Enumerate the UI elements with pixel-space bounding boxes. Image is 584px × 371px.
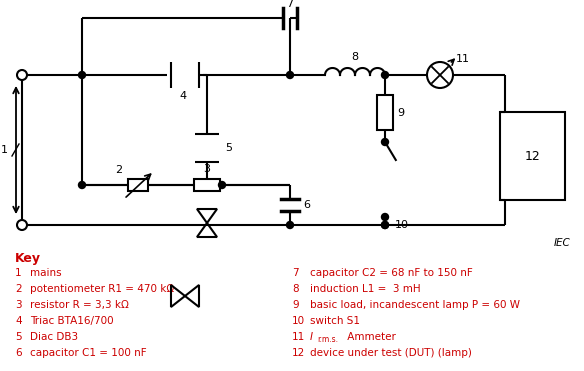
Text: 6: 6 [15, 348, 22, 358]
Text: induction L1 =  3 mH: induction L1 = 3 mH [310, 284, 420, 294]
Text: 12: 12 [524, 150, 540, 162]
FancyBboxPatch shape [377, 95, 393, 130]
Circle shape [381, 221, 388, 229]
Text: capacitor C1 = 100 nF: capacitor C1 = 100 nF [30, 348, 147, 358]
FancyBboxPatch shape [128, 179, 148, 191]
FancyBboxPatch shape [194, 179, 220, 191]
Circle shape [381, 221, 388, 229]
Circle shape [218, 181, 225, 188]
Text: 10: 10 [292, 316, 305, 326]
Text: 9: 9 [397, 108, 404, 118]
Text: Triac BTA16/700: Triac BTA16/700 [30, 316, 114, 326]
Text: 7: 7 [286, 0, 294, 9]
Text: 4: 4 [15, 316, 22, 326]
Circle shape [381, 213, 388, 220]
Text: 8: 8 [352, 52, 359, 62]
Text: potentiometer R1 = 470 kΩ: potentiometer R1 = 470 kΩ [30, 284, 174, 294]
Text: 5: 5 [225, 143, 232, 153]
Text: Key: Key [15, 252, 41, 265]
Text: 6: 6 [303, 200, 310, 210]
Text: Ammeter: Ammeter [344, 332, 396, 342]
Text: r.m.s.: r.m.s. [317, 335, 338, 344]
Text: switch S1: switch S1 [310, 316, 360, 326]
Text: 7: 7 [292, 268, 298, 278]
Text: 2: 2 [115, 165, 122, 175]
Text: device under test (DUT) (lamp): device under test (DUT) (lamp) [310, 348, 472, 358]
Text: 11: 11 [292, 332, 305, 342]
Circle shape [287, 72, 294, 79]
Text: I: I [310, 332, 313, 342]
Text: 3: 3 [15, 300, 22, 310]
Text: 3: 3 [203, 164, 210, 174]
FancyBboxPatch shape [500, 112, 565, 200]
Text: 12: 12 [292, 348, 305, 358]
Circle shape [17, 70, 27, 80]
Text: 8: 8 [292, 284, 298, 294]
Text: 2: 2 [15, 284, 22, 294]
Circle shape [17, 220, 27, 230]
Text: 1: 1 [15, 268, 22, 278]
Text: Diac DB3: Diac DB3 [30, 332, 78, 342]
Text: capacitor C2 = 68 nF to 150 nF: capacitor C2 = 68 nF to 150 nF [310, 268, 473, 278]
Circle shape [381, 138, 388, 145]
Text: resistor R = 3,3 kΩ: resistor R = 3,3 kΩ [30, 300, 129, 310]
Text: basic load, incandescent lamp P = 60 W: basic load, incandescent lamp P = 60 W [310, 300, 520, 310]
Text: 5: 5 [15, 332, 22, 342]
Circle shape [78, 181, 85, 188]
Text: 4: 4 [179, 91, 186, 101]
Text: IEC: IEC [553, 238, 570, 248]
Text: 9: 9 [292, 300, 298, 310]
Circle shape [381, 72, 388, 79]
Text: 10: 10 [395, 220, 409, 230]
Text: mains: mains [30, 268, 62, 278]
Circle shape [427, 62, 453, 88]
Circle shape [78, 72, 85, 79]
Text: 1: 1 [1, 145, 8, 155]
Circle shape [287, 221, 294, 229]
Text: 11: 11 [456, 54, 470, 64]
